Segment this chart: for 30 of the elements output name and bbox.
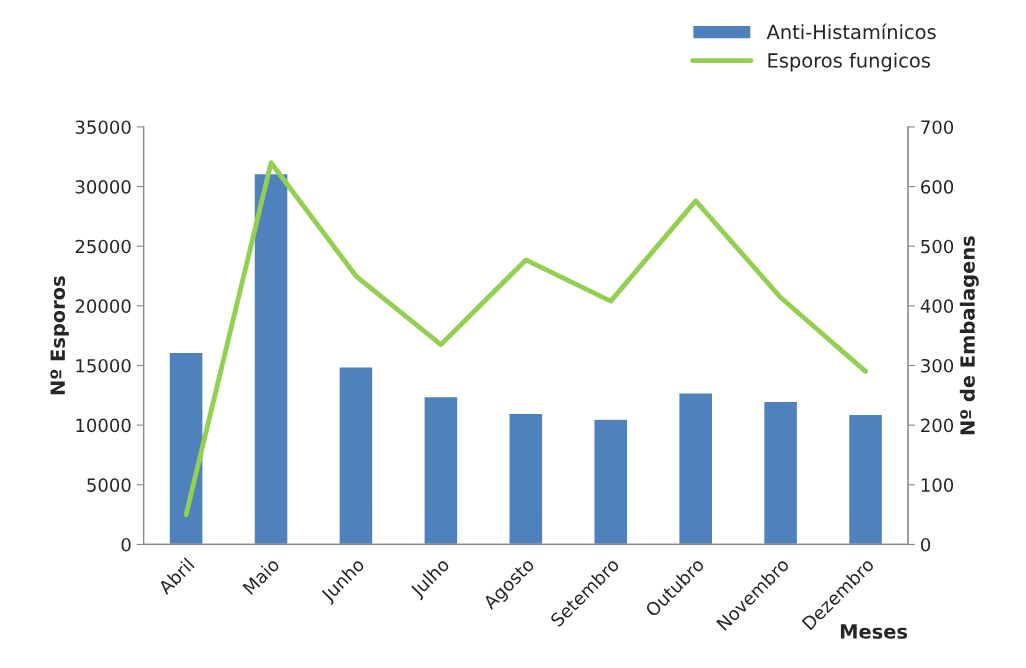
y-axis-title: Nº Esporos [50, 276, 69, 395]
bar [678, 392, 714, 545]
y2-tick-label: 600 [921, 180, 954, 194]
bar [168, 351, 204, 545]
bar [338, 365, 374, 545]
y2-tick-label: 500 [921, 239, 954, 254]
line-series [183, 160, 868, 518]
y2-tick-label: 300 [921, 358, 954, 373]
y-tick-label: 20000 [75, 299, 131, 313]
bar [593, 418, 629, 545]
bar [253, 172, 289, 545]
y2-tick-label: 200 [921, 418, 954, 433]
y-tick-label: 35000 [75, 120, 131, 135]
y2-tick-label: 100 [921, 478, 954, 492]
y-tick-label: 30000 [75, 180, 131, 194]
y2-axis-title: Nº de Embalagens [959, 236, 979, 435]
y-tick-label: 5000 [87, 478, 131, 492]
bar [847, 413, 884, 545]
y-tick-label: 25000 [75, 239, 131, 254]
legend-label: Anti-Histamínicos [766, 23, 936, 40]
y-tick-label: 10000 [76, 418, 131, 433]
bar [508, 412, 544, 545]
legend-label: Esporos fungicos [768, 52, 930, 72]
y2-tick-label: 700 [921, 120, 954, 135]
bar [762, 400, 799, 545]
y2-tick-label: 0 [921, 537, 931, 552]
bar [423, 395, 459, 545]
y-tick-label: 15000 [76, 358, 131, 373]
y2-tick-label: 400 [920, 299, 954, 313]
y-tick-label: 0 [121, 537, 131, 552]
